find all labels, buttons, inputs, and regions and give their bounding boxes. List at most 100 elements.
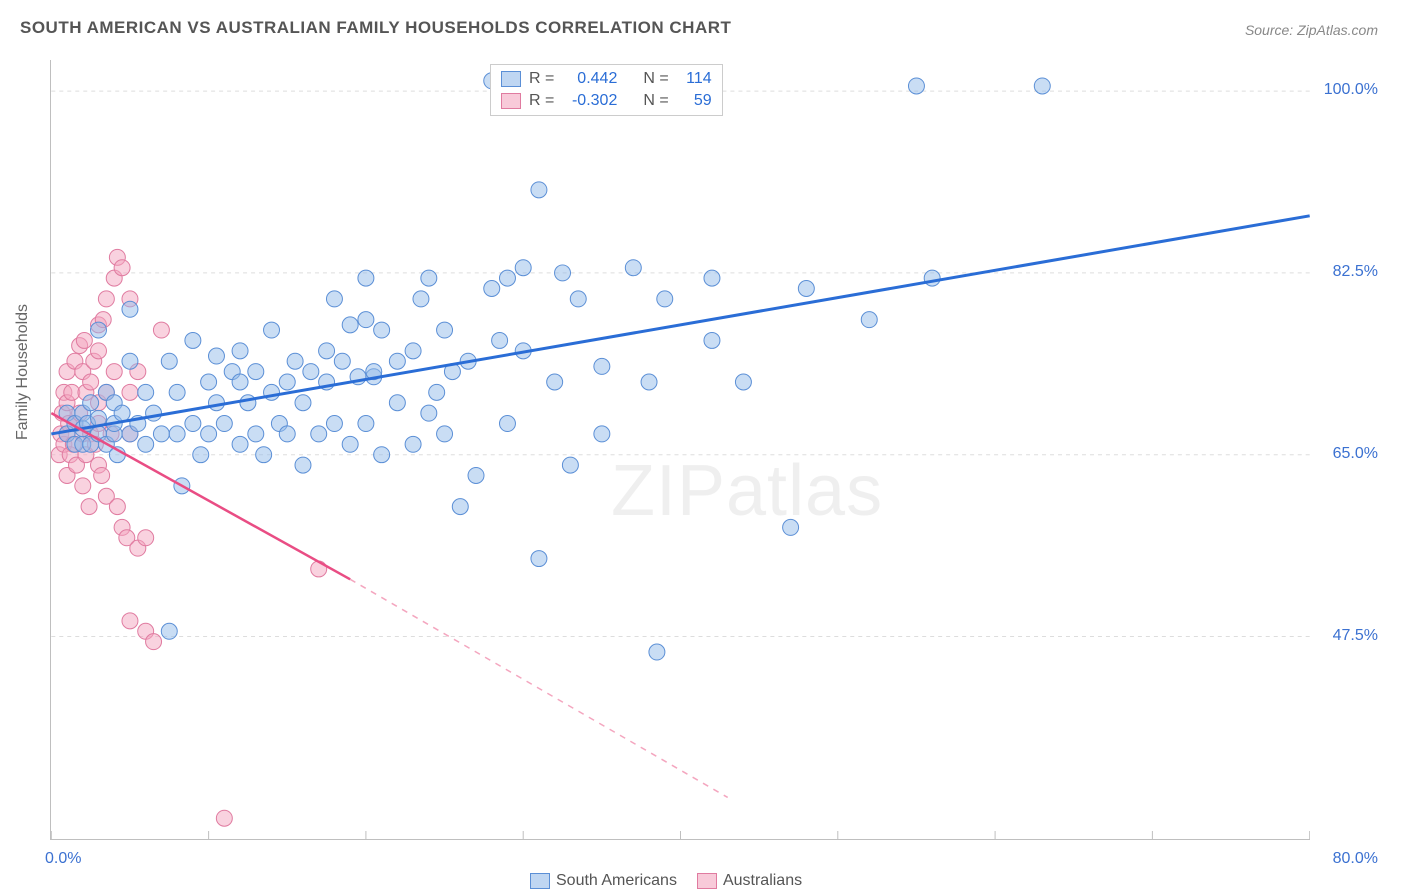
data-point <box>91 343 107 359</box>
data-point <box>295 395 311 411</box>
legend-swatch <box>501 93 521 109</box>
legend-label: South Americans <box>556 872 677 890</box>
data-point <box>374 322 390 338</box>
data-point <box>264 322 280 338</box>
data-point <box>81 499 97 515</box>
data-point <box>421 405 437 421</box>
data-point <box>374 447 390 463</box>
data-point <box>641 374 657 390</box>
source-label: Source: ZipAtlas.com <box>1245 22 1378 38</box>
data-point <box>492 332 508 348</box>
x-min-label: 0.0% <box>45 850 81 868</box>
data-point <box>358 416 374 432</box>
data-point <box>437 426 453 442</box>
data-point <box>334 353 350 369</box>
data-point <box>122 613 138 629</box>
data-point <box>649 644 665 660</box>
data-point <box>594 426 610 442</box>
y-tick-label: 65.0% <box>1333 445 1378 463</box>
data-point <box>83 374 99 390</box>
data-point <box>389 395 405 411</box>
data-point <box>91 322 107 338</box>
data-point <box>138 384 154 400</box>
data-point <box>531 551 547 567</box>
data-point <box>1034 78 1050 94</box>
data-point <box>98 291 114 307</box>
data-point <box>515 260 531 276</box>
y-tick-label: 82.5% <box>1333 263 1378 281</box>
data-point <box>704 270 720 286</box>
data-point <box>389 353 405 369</box>
data-point <box>106 364 122 380</box>
data-point <box>657 291 673 307</box>
data-point <box>783 519 799 535</box>
data-point <box>484 281 500 297</box>
data-point <box>201 426 217 442</box>
data-point <box>208 395 224 411</box>
legend-swatch <box>530 873 550 889</box>
legend-swatch <box>697 873 717 889</box>
chart-area: ZIPatlas <box>50 60 1310 840</box>
chart-title: SOUTH AMERICAN VS AUSTRALIAN FAMILY HOUS… <box>20 18 731 38</box>
data-point <box>248 364 264 380</box>
data-point <box>295 457 311 473</box>
data-point <box>216 810 232 826</box>
data-point <box>342 317 358 333</box>
r-value: 0.442 <box>562 70 617 88</box>
data-point <box>193 447 209 463</box>
data-point <box>169 426 185 442</box>
data-point <box>153 322 169 338</box>
data-point <box>208 348 224 364</box>
data-point <box>256 447 272 463</box>
data-point <box>861 312 877 328</box>
data-point <box>555 265 571 281</box>
data-point <box>232 374 248 390</box>
n-label: N = <box>643 70 668 88</box>
data-point <box>311 426 327 442</box>
data-point <box>735 374 751 390</box>
trend-line-blue <box>51 216 1309 434</box>
data-point <box>358 312 374 328</box>
y-tick-label: 100.0% <box>1324 81 1378 99</box>
r-label: R = <box>529 92 554 110</box>
data-point <box>319 343 335 359</box>
chart-svg <box>51 60 1310 839</box>
data-point <box>114 260 130 276</box>
x-max-label: 80.0% <box>1333 850 1378 868</box>
data-point <box>562 457 578 473</box>
data-point <box>326 291 342 307</box>
data-point <box>75 478 91 494</box>
data-point <box>153 426 169 442</box>
data-point <box>704 332 720 348</box>
data-point <box>531 182 547 198</box>
legend-item: South Americans <box>530 872 677 890</box>
data-point <box>248 426 264 442</box>
data-point <box>161 623 177 639</box>
data-point <box>405 343 421 359</box>
data-point <box>405 436 421 452</box>
data-point <box>76 332 92 348</box>
data-point <box>185 416 201 432</box>
data-point <box>798 281 814 297</box>
data-point <box>138 436 154 452</box>
n-label: N = <box>643 92 668 110</box>
data-point <box>146 634 162 650</box>
data-point <box>216 416 232 432</box>
data-point <box>908 78 924 94</box>
data-point <box>358 270 374 286</box>
data-point <box>138 530 154 546</box>
data-point <box>161 353 177 369</box>
n-value: 59 <box>677 92 712 110</box>
data-point <box>232 343 248 359</box>
data-point <box>499 416 515 432</box>
data-point <box>287 353 303 369</box>
data-point <box>452 499 468 515</box>
data-point <box>570 291 586 307</box>
n-value: 114 <box>677 70 712 88</box>
series-legend: South Americans Australians <box>530 872 802 890</box>
data-point <box>232 436 248 452</box>
data-point <box>109 499 125 515</box>
data-point <box>429 384 445 400</box>
r-value: -0.302 <box>562 92 617 110</box>
data-point <box>169 384 185 400</box>
